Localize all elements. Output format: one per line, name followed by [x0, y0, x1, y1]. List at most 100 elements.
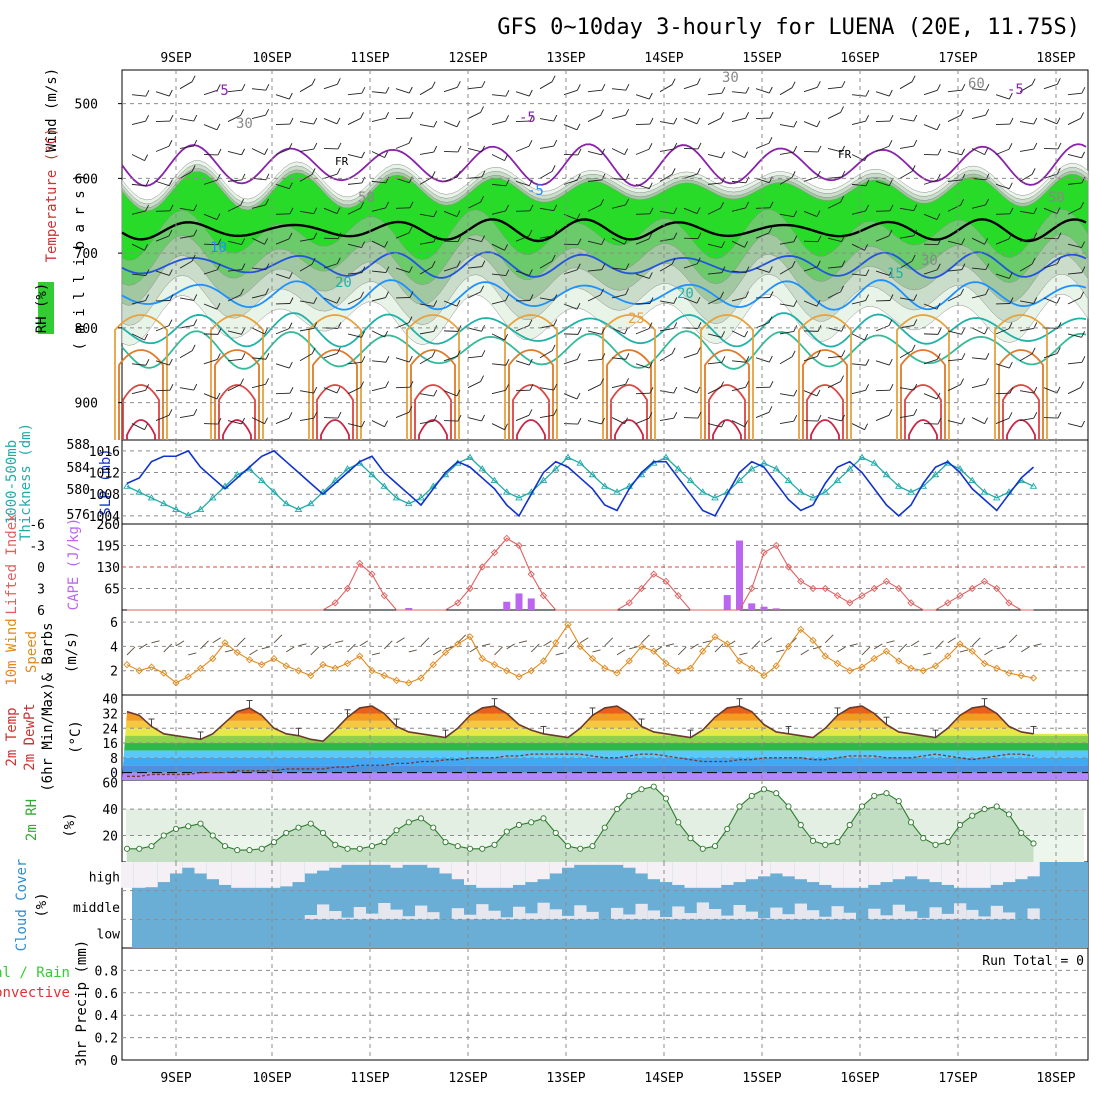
- wind-barb: [276, 364, 289, 368]
- wind-barb-flag: [914, 115, 917, 121]
- wind-barb: [372, 387, 386, 390]
- wind-barb: [660, 418, 674, 420]
- temp-band: [122, 743, 1088, 750]
- rh2m-unit-label: (%): [62, 812, 78, 837]
- wind-barb: [156, 92, 169, 96]
- wind-barb: [972, 384, 986, 387]
- wind-barb: [612, 148, 625, 154]
- rh2m-point: [1006, 812, 1011, 817]
- contour-label: -5: [519, 110, 536, 126]
- wind-barb: [300, 149, 314, 151]
- cloud-high-gap: [538, 862, 550, 879]
- contour-label: FR: [838, 148, 852, 161]
- wind-barb-flag: [362, 87, 365, 93]
- rh2m-point: [394, 828, 399, 833]
- cloud-high-gap: [844, 862, 856, 888]
- wind-barb: [468, 87, 482, 88]
- wind-barb-flag: [649, 93, 652, 99]
- temp-band: [122, 736, 1088, 743]
- temp2m-tick-label: 40: [102, 693, 118, 708]
- temp2m-unit-label: (°C): [68, 720, 84, 754]
- temp2m-tick-label: 16: [102, 737, 118, 752]
- wind10-barb: [299, 644, 307, 646]
- cloud-mid-gap: [795, 904, 807, 920]
- wind-barb-flag: [434, 121, 437, 127]
- wind-barb: [324, 119, 337, 124]
- wind-barb-flag: [937, 124, 940, 130]
- wind-barb: [708, 154, 722, 157]
- wind-barb-flag: [1032, 348, 1035, 354]
- wind-barb: [780, 421, 794, 423]
- cape-bar: [724, 595, 731, 610]
- cloud-high-gap: [195, 862, 207, 873]
- wind-barb-flag: [242, 353, 245, 359]
- wind-barb-flag: [289, 412, 292, 418]
- wind-barb-flag: [792, 351, 795, 357]
- wind10-barb: [764, 638, 772, 643]
- wind-barb-flag: [650, 118, 653, 124]
- rh2m-point: [161, 833, 166, 838]
- cloud-mid-gap: [770, 908, 782, 920]
- rh2m-point: [970, 813, 975, 818]
- wind-barb-flag: [192, 345, 195, 351]
- cloud-mid-gap: [366, 914, 378, 920]
- wind-barb-flag: [697, 168, 700, 174]
- rh2m-point: [627, 793, 632, 798]
- wind-barb: [228, 151, 242, 154]
- cloud-high-gap: [734, 862, 746, 882]
- wind10-barb: [1034, 644, 1042, 646]
- wind-barb: [372, 361, 386, 362]
- cloud-high-gap: [452, 862, 464, 879]
- date-label-bottom: 18SEP: [1036, 1071, 1075, 1086]
- wind10-barb: [482, 644, 490, 646]
- wind-barb-flag: [362, 152, 365, 158]
- wind-barb-flag: [578, 418, 581, 424]
- rh2m-point: [467, 846, 472, 851]
- wind10-barb: [985, 650, 993, 655]
- wind-barb-flag: [169, 359, 172, 365]
- date-label-bottom: 17SEP: [938, 1071, 977, 1086]
- cloud-mid-gap: [574, 905, 586, 919]
- wind10-barb: [201, 641, 209, 649]
- precip-tick-label: 0.2: [95, 1032, 118, 1047]
- wind-barb: [636, 329, 649, 334]
- thickness-tick-label: 588: [67, 438, 90, 453]
- wind-barb-flag: [1032, 79, 1035, 85]
- wind-barb-flag: [842, 81, 845, 87]
- date-label-top: 13SEP: [546, 51, 585, 66]
- cloud-high-gap: [219, 862, 231, 885]
- cloud-high-gap: [660, 862, 672, 882]
- wind-barb: [348, 93, 362, 94]
- wind-barb: [828, 112, 841, 118]
- cloud-mid-gap: [489, 911, 501, 920]
- wind-barb-flag: [674, 118, 677, 124]
- rh2m-point: [443, 840, 448, 845]
- wind-barb-flag: [697, 387, 700, 393]
- cloud-high-gap: [280, 862, 292, 886]
- wind10-line: [127, 625, 1034, 683]
- temperature-loop: [909, 420, 937, 440]
- wind-barb-flag: [146, 115, 149, 121]
- wind-barb: [588, 151, 602, 154]
- cloud-mid-gap: [476, 904, 488, 919]
- wind-barb-flag: [817, 81, 820, 87]
- wind10-barb: [262, 647, 270, 649]
- wind-barb: [588, 115, 601, 121]
- contour-label: 25: [628, 311, 645, 327]
- rh2m-point: [688, 836, 693, 841]
- wind-barb-flag: [194, 409, 197, 415]
- date-label-bottom: 12SEP: [448, 1071, 487, 1086]
- wind10-barb: [678, 647, 686, 655]
- wind-barb: [828, 87, 842, 88]
- rh2m-point: [333, 842, 338, 847]
- wind-barb: [444, 122, 457, 127]
- cloud-high-gap: [685, 862, 697, 888]
- cloud-mid-gap: [905, 911, 917, 919]
- wind10-barb: [825, 635, 833, 643]
- wind-barb: [300, 418, 314, 420]
- cloud-high-gap: [574, 862, 586, 865]
- wind-barb: [924, 90, 937, 94]
- wind-barb: [948, 421, 962, 424]
- cape-bar: [773, 608, 780, 610]
- wind-barb-flag: [1009, 412, 1012, 418]
